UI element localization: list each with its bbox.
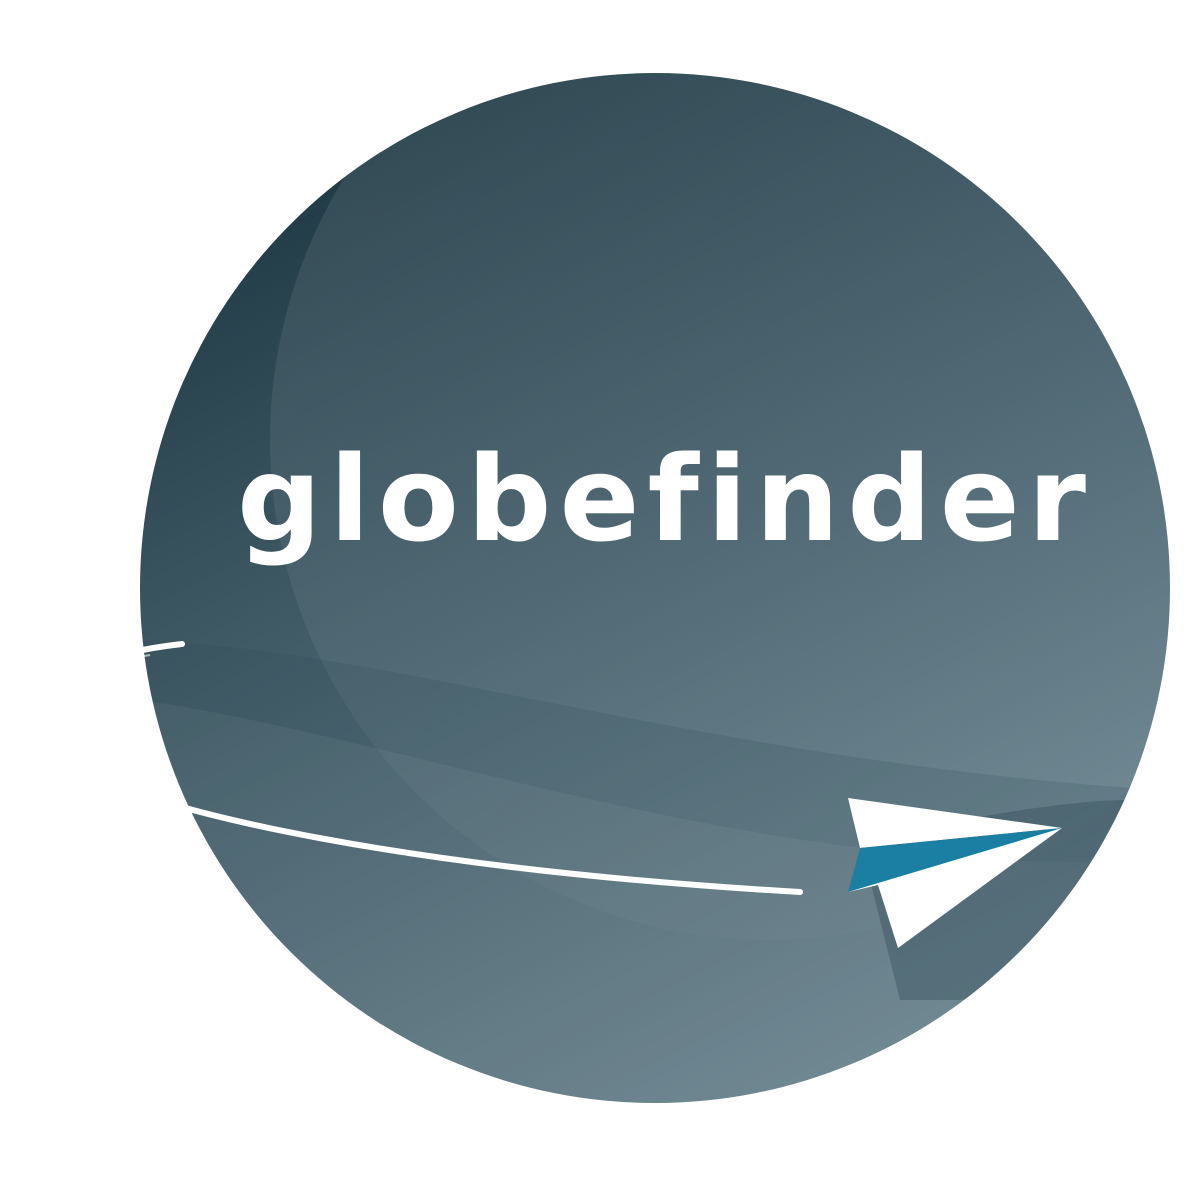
wordmark: globefinder [237,430,1094,568]
orbit-trail [25,641,803,895]
paper-plane-icon [848,798,1062,948]
orbit-trail-faint [62,654,151,736]
